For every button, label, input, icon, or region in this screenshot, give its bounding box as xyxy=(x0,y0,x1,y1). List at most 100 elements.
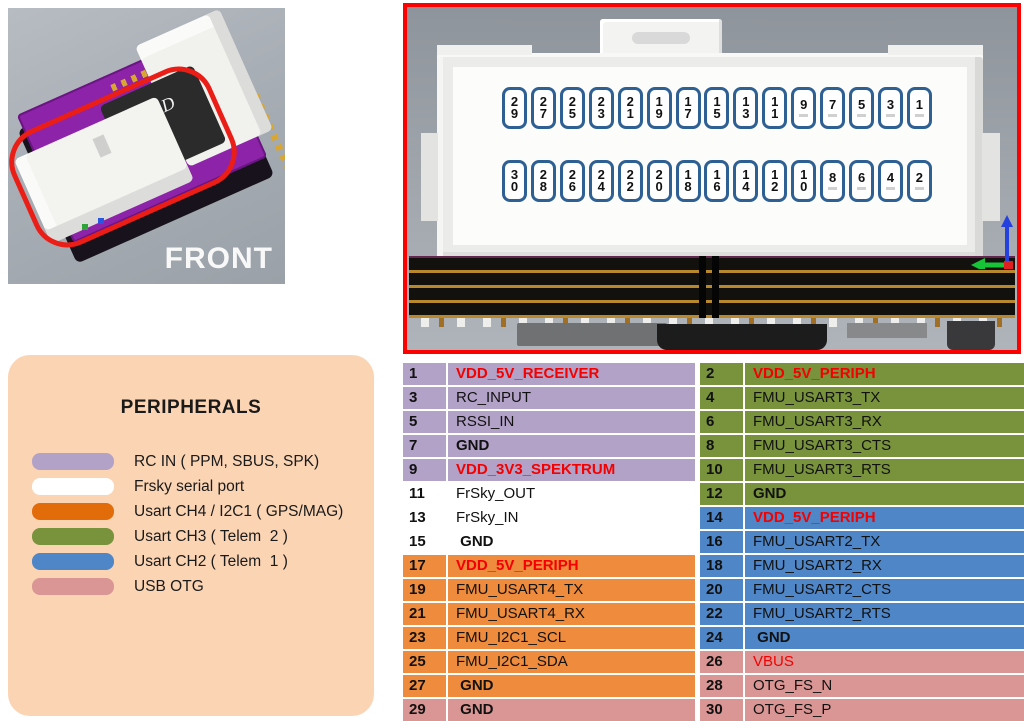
legend-color-swatch xyxy=(32,503,114,520)
pin-name: GND xyxy=(745,627,1024,649)
pin-digit: 9 xyxy=(800,97,808,112)
pin-digit: 0 xyxy=(800,179,808,194)
pin-number: 28 xyxy=(700,675,743,697)
pin-number: 22 xyxy=(700,603,743,625)
pin-slot xyxy=(857,187,867,190)
pin-digit: 2 xyxy=(626,179,634,194)
pin-digit: 2 xyxy=(626,167,634,182)
pin-digit: 7 xyxy=(829,97,837,112)
pin-name: FMU_I2C1_SCL xyxy=(448,627,695,649)
pin-number: 30 xyxy=(700,699,743,721)
table-row: 17 VDD_5V_PERIPH 18 FMU_USART2_RX xyxy=(403,555,1024,577)
pin-number: 8 xyxy=(700,435,743,457)
connector-pin-4: 4 xyxy=(877,160,903,202)
pin-digit: 7 xyxy=(684,106,692,121)
component-block xyxy=(847,323,927,338)
table-row: 5 RSSI_IN 6 FMU_USART3_RX xyxy=(403,411,1024,433)
pin-name: GND xyxy=(745,483,1024,505)
legend-title: PERIPHERALS xyxy=(120,397,262,418)
pin-number: 27 xyxy=(403,675,446,697)
pin-digit: 3 xyxy=(886,97,895,112)
pin-name: RC_INPUT xyxy=(448,387,695,409)
pin-digit: 2 xyxy=(539,94,548,109)
pin-digit: 5 xyxy=(713,106,721,121)
connector-pin-1: 1 xyxy=(906,87,932,129)
pin-digit: 1 xyxy=(626,106,634,121)
front-label: FRONT xyxy=(164,242,273,275)
pin-digit: 1 xyxy=(684,167,692,182)
pin-table: 1 VDD_5V_RECEIVER 2 VDD_5V_PERIPH 3 RC_INPUT 4… xyxy=(403,363,1024,721)
connector-pin-5: 5 xyxy=(849,87,875,129)
pin-number: 29 xyxy=(403,699,446,721)
pin-number: 20 xyxy=(700,579,743,601)
pin-name: GND xyxy=(448,675,695,697)
pin-digit: 2 xyxy=(568,167,576,182)
pcb-bottom-pads xyxy=(409,318,1015,327)
pin-number: 11 xyxy=(403,483,446,505)
pin-slot xyxy=(828,114,838,117)
legend-color-swatch xyxy=(32,453,114,470)
table-row: 23 FMU_I2C1_SCL 24 GND xyxy=(403,627,1024,649)
pin-number: 26 xyxy=(700,651,743,673)
legend-item-label: RC IN ( PPM, SBUS, SPK) xyxy=(134,452,320,470)
pin-digit: 0 xyxy=(655,179,663,194)
pin-number: 3 xyxy=(403,387,446,409)
pin-digit: 1 xyxy=(771,94,779,109)
pin-name: FMU_USART3_CTS xyxy=(745,435,1024,457)
pin-name: VDD_5V_PERIPH xyxy=(745,507,1024,529)
pin-number: 15 xyxy=(403,531,446,553)
pin-name: GND xyxy=(448,531,695,553)
pin-number: 18 xyxy=(700,555,743,577)
legend-item: RC IN ( PPM, SBUS, SPK) xyxy=(32,449,374,474)
legend-item-label: Frsky serial port xyxy=(134,477,245,495)
pin-digit: 2 xyxy=(597,94,605,109)
legend-item-label: Usart CH2 ( Telem 1 ) xyxy=(134,552,288,570)
pin-slot xyxy=(799,114,809,117)
pin-number: 4 xyxy=(700,387,743,409)
legend-item-label: Usart CH4 / I2C1 ( GPS/MAG) xyxy=(134,502,344,520)
pin-name: FMU_USART2_TX xyxy=(745,531,1024,553)
pin-name: FMU_USART3_RX xyxy=(745,411,1024,433)
legend-item-label: Usart CH3 ( Telem 2 ) xyxy=(134,527,288,545)
connector-wing-left xyxy=(421,133,438,221)
legend-color-swatch xyxy=(32,528,114,545)
pin-name: VDD_3V3_SPEKTRUM xyxy=(448,459,695,481)
table-row: 27 GND 28 OTG_FS_N xyxy=(403,675,1024,697)
pin-number: 14 xyxy=(700,507,743,529)
pin-digit: 0 xyxy=(510,179,519,194)
pin-name: FMU_USART2_RX xyxy=(745,555,1024,577)
pin-digit: 8 xyxy=(539,179,548,194)
pcb-edge-gap xyxy=(712,256,719,318)
pin-number: 21 xyxy=(403,603,446,625)
pin-name: FMU_USART4_TX xyxy=(448,579,695,601)
pin-number: 9 xyxy=(403,459,446,481)
component-block xyxy=(657,324,827,350)
pin-digit: 3 xyxy=(597,106,605,121)
component-block xyxy=(517,323,667,346)
component-block xyxy=(947,321,995,350)
pin-digit: 1 xyxy=(742,167,750,182)
legend-item-label: USB OTG xyxy=(134,577,204,595)
pin-digit: 1 xyxy=(800,167,808,182)
pin-digit: 9 xyxy=(655,106,663,121)
pin-digit: 2 xyxy=(597,167,605,182)
connector-shoulder-right xyxy=(888,45,983,55)
pin-name: FrSky_IN xyxy=(448,507,695,529)
pin-digit: 2 xyxy=(510,94,519,109)
pin-name: FMU_USART4_RX xyxy=(448,603,695,625)
pin-number: 19 xyxy=(403,579,446,601)
legend-color-swatch xyxy=(32,478,114,495)
connector-pin-9: 9 xyxy=(791,87,817,129)
pin-digit: 8 xyxy=(829,170,837,185)
